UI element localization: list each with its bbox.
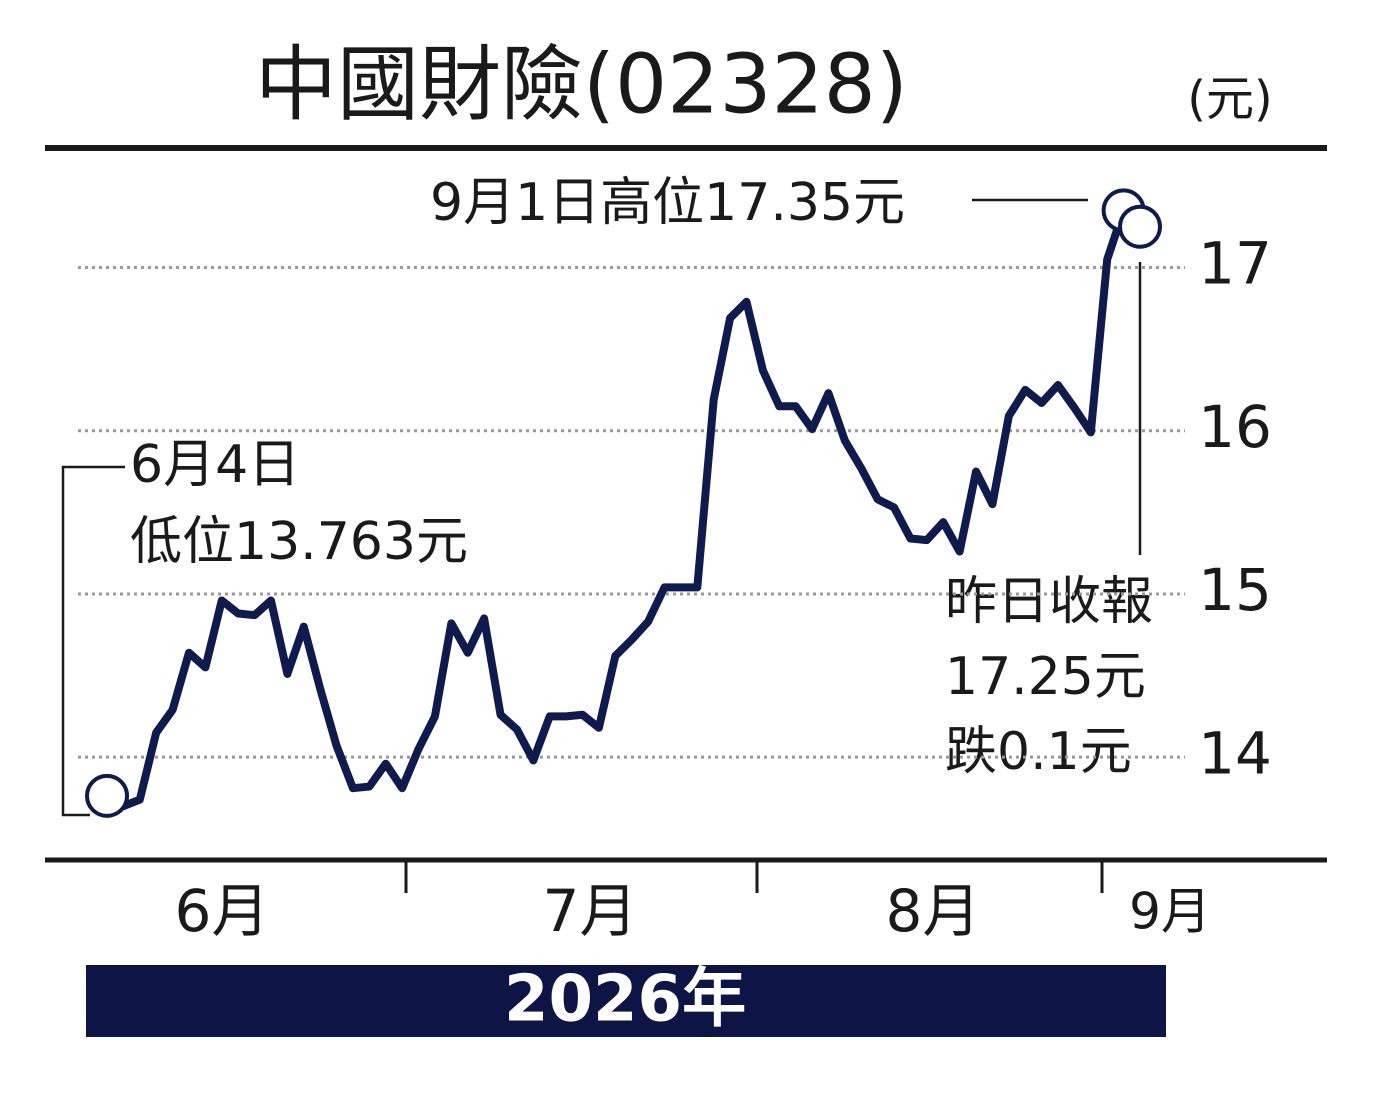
year-bar — [86, 965, 1166, 1037]
x-tick-label: 6月 — [175, 877, 270, 945]
y-tick-label: 17 — [1198, 230, 1272, 298]
y-tick-label: 16 — [1198, 393, 1272, 461]
point-marker — [85, 773, 129, 818]
annotation: 9月1日高位17.35元 — [430, 173, 905, 233]
x-tick-label: 9月 — [1129, 883, 1211, 941]
annotation: 6月4日 — [130, 435, 300, 495]
annotation: 昨日收報 — [945, 572, 1153, 632]
price-line — [104, 206, 1143, 811]
leader-line — [61, 465, 125, 817]
y-tick-label: 15 — [1198, 556, 1272, 624]
annotation: 17.25元 — [945, 647, 1146, 707]
x-tick-label: 8月 — [886, 877, 981, 945]
y-tick-label: 14 — [1198, 719, 1272, 787]
chart-title: 中國財險(02328) — [255, 37, 908, 132]
annotation: 低位13.763元 — [130, 512, 468, 572]
point-marker — [1118, 204, 1162, 249]
year-label: 2026年 — [504, 963, 746, 1037]
annotation: 跌0.1元 — [945, 722, 1132, 782]
x-tick-label: 7月 — [543, 877, 638, 945]
unit-label: (元) — [1187, 71, 1272, 127]
